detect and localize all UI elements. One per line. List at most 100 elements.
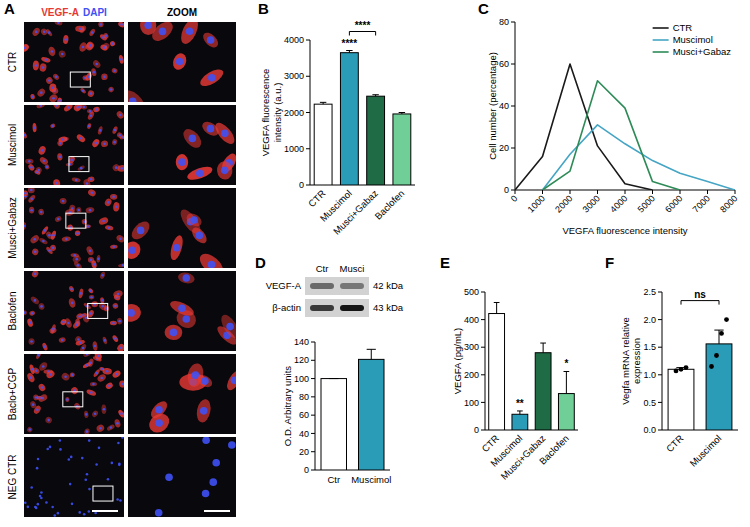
nucleus [52, 247, 55, 250]
nucleus [88, 439, 91, 442]
cell [168, 234, 185, 261]
cell [37, 393, 48, 403]
y-tick-label: 20 [499, 143, 509, 153]
error-bar [367, 349, 376, 359]
y-axis [515, 22, 516, 190]
nucleus [48, 234, 51, 237]
nucleus [115, 205, 118, 208]
cell [111, 138, 118, 145]
image-header: VEGF-ADAPI [41, 7, 107, 18]
nucleus [80, 167, 83, 170]
nucleus [115, 373, 118, 376]
nucleus [44, 229, 47, 232]
y-tick [311, 433, 315, 434]
image-header: ZOOM [167, 7, 197, 18]
y-tick-label: 100 [464, 398, 479, 408]
y-tick [311, 470, 315, 471]
series-line [543, 125, 736, 190]
y-tick [511, 22, 515, 23]
figure: AVEGF-ADAPIZOOMCTRMuscimolMusci+GabazBac… [0, 0, 750, 527]
bar [558, 394, 574, 430]
nucleus [97, 258, 100, 261]
x-tick-label: 3000 [581, 193, 602, 214]
row-label: Musci+Gabaz [7, 197, 18, 258]
y-tick-label: 60 [299, 410, 309, 420]
cell [26, 372, 36, 383]
blot-band [310, 305, 334, 311]
legend: CTRMuscimolMusci+Gabaz [653, 22, 732, 57]
y-tick [658, 430, 662, 431]
cell [33, 60, 40, 70]
significance-bracket [349, 32, 375, 36]
nucleus [24, 501, 27, 504]
nucleus [107, 478, 110, 481]
nucleus [106, 370, 109, 373]
x-tick-label: 1000 [526, 193, 547, 214]
micrograph [128, 22, 236, 102]
cell [65, 162, 73, 167]
nucleus [38, 169, 41, 172]
plot-area [321, 349, 384, 470]
cell [31, 271, 40, 279]
nucleus [186, 27, 194, 35]
cell [105, 381, 114, 390]
y-tick-label: 40 [299, 429, 309, 439]
nucleus [201, 377, 209, 385]
nucleus [115, 166, 118, 169]
nucleus [40, 305, 43, 308]
significance-label: **** [355, 20, 371, 31]
nucleus [82, 347, 85, 350]
nucleus [28, 160, 31, 163]
cell [52, 105, 61, 110]
nucleus [120, 346, 123, 349]
cell [115, 234, 124, 244]
cell [112, 302, 119, 309]
cell [29, 310, 36, 316]
western-blot: CtrMusciVEGF-A42 kDaβ-actin43 kDa [266, 263, 404, 317]
image-background [24, 354, 124, 434]
nucleus [116, 498, 119, 501]
nucleus [105, 35, 108, 38]
nucleus [52, 86, 55, 89]
nucleus [57, 22, 60, 24]
nucleus [95, 63, 98, 66]
nucleus [121, 383, 124, 386]
cell [28, 338, 34, 345]
nucleus [62, 138, 65, 141]
nucleus [84, 479, 87, 482]
plot-area [668, 317, 732, 430]
panel-letter: D [255, 254, 266, 271]
nucleus [59, 142, 62, 145]
cell [36, 105, 46, 109]
nucleus [46, 166, 49, 169]
nucleus [90, 92, 93, 95]
nucleus [183, 274, 191, 282]
y-axis-title: Cell number (percentage) [487, 52, 498, 160]
legend-label: Musci+Gabaz [673, 46, 732, 57]
nucleus [73, 254, 76, 257]
nucleus [78, 209, 81, 212]
cell [118, 263, 124, 268]
micrograph [24, 354, 124, 434]
nucleus [35, 31, 38, 34]
nucleus [24, 311, 26, 314]
y-tick-label: 4000 [284, 35, 304, 45]
cell [37, 383, 46, 393]
nucleus [48, 79, 51, 82]
blot-band [340, 283, 364, 289]
y-tick-label: 1.5 [643, 342, 656, 352]
cell [96, 373, 107, 383]
nucleus [88, 125, 91, 128]
cell [87, 358, 94, 367]
nucleus [119, 114, 122, 117]
error-bar [320, 102, 326, 104]
cell [103, 32, 110, 39]
nucleus [27, 506, 30, 509]
y-tick-label: 80 [499, 17, 509, 27]
bar [535, 353, 551, 430]
nucleus [79, 28, 82, 31]
x-tick [625, 190, 626, 194]
nucleus [35, 64, 38, 67]
legend-swatch [653, 51, 669, 53]
cell [29, 207, 35, 214]
